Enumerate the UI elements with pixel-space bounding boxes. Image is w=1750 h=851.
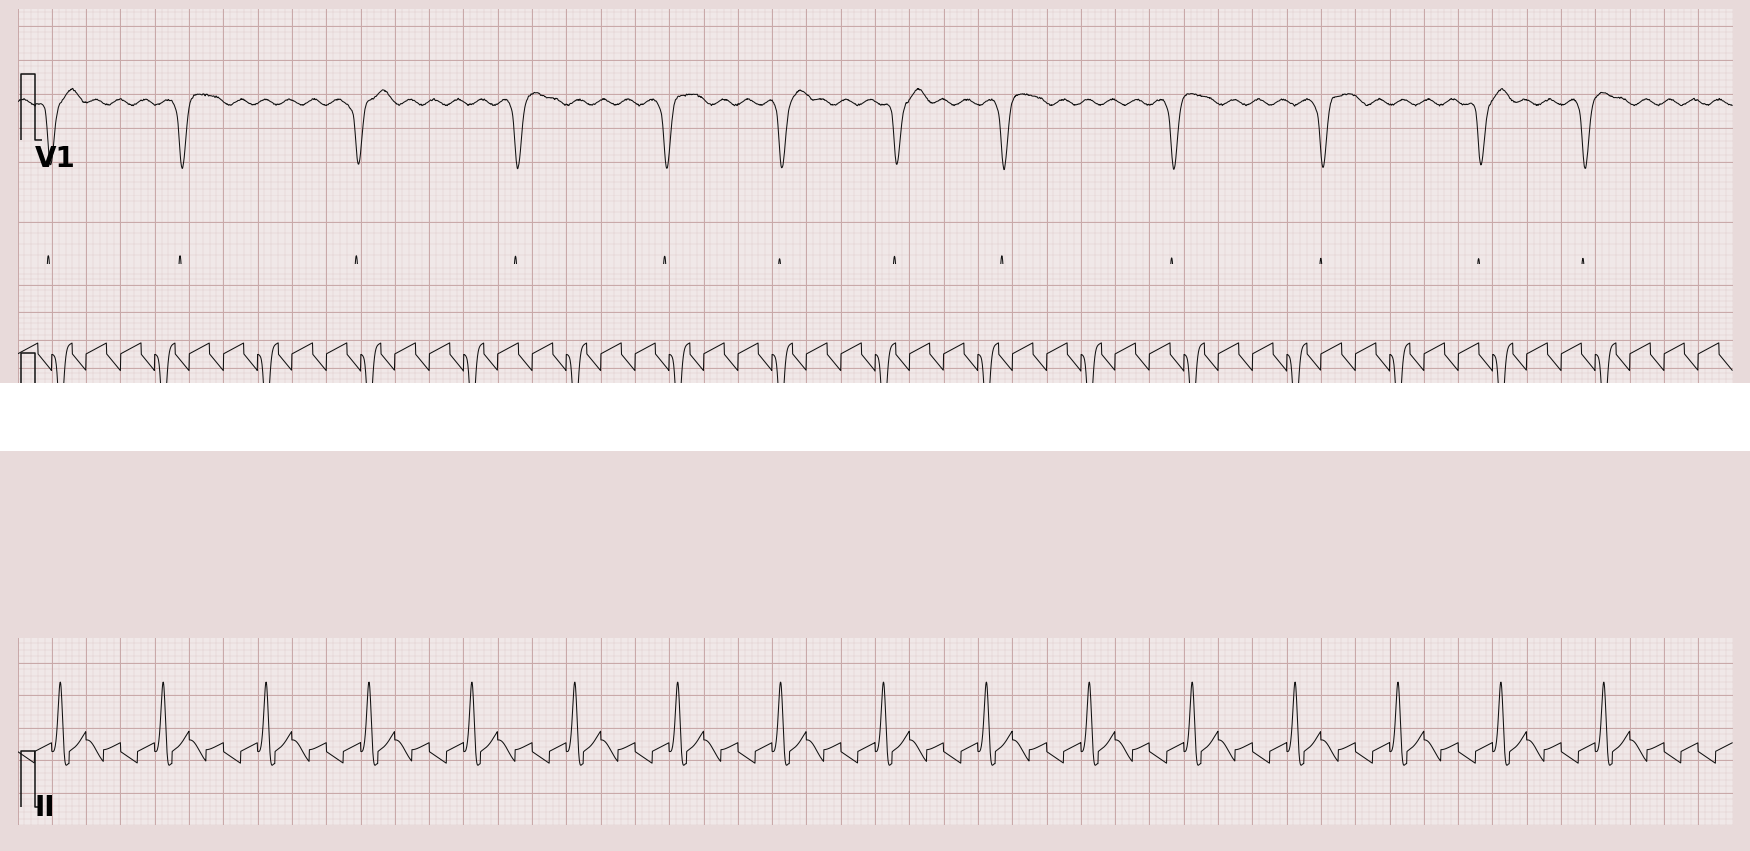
Text: II: II (35, 346, 56, 374)
Text: V1: V1 (35, 146, 75, 174)
Text: II: II (35, 794, 56, 822)
Text: V1: V1 (35, 414, 75, 442)
